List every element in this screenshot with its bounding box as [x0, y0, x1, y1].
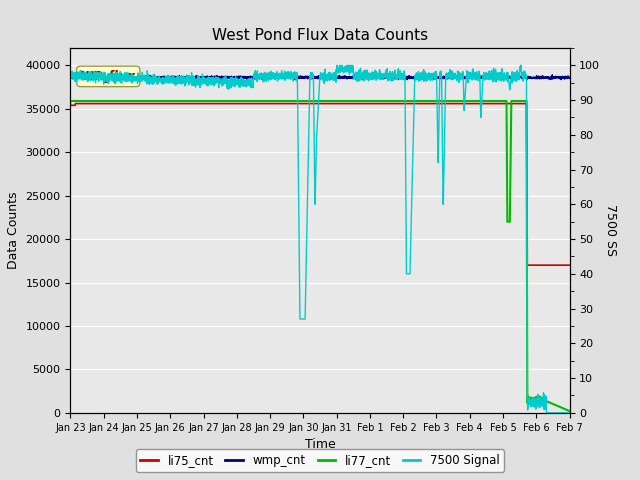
Title: West Pond Flux Data Counts: West Pond Flux Data Counts [212, 28, 428, 43]
Text: WP_flux: WP_flux [81, 70, 136, 83]
Y-axis label: Data Counts: Data Counts [7, 192, 20, 269]
Legend: li75_cnt, wmp_cnt, li77_cnt, 7500 Signal: li75_cnt, wmp_cnt, li77_cnt, 7500 Signal [136, 449, 504, 472]
X-axis label: Time: Time [305, 438, 335, 451]
Y-axis label: 7500 SS: 7500 SS [604, 204, 617, 256]
